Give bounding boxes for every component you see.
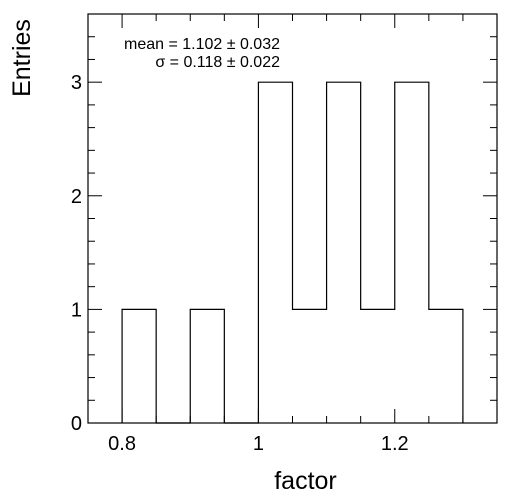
tick-labels: 0.8 1 1.2 0 1 2 3	[71, 72, 409, 455]
histogram-outline	[121, 81, 464, 424]
x-tick-label: 1	[253, 433, 264, 455]
y-tick-label: 0	[71, 413, 82, 435]
histogram-bin	[258, 82, 292, 423]
x-axis-title: factor	[274, 467, 337, 495]
y-axis-title: Entries	[8, 19, 36, 97]
x-tick-label: 1.2	[381, 433, 409, 455]
plot-frame	[87, 13, 498, 424]
histogram-bin	[429, 309, 463, 423]
x-tick-label: 0.8	[108, 433, 136, 455]
histogram-bin	[122, 309, 156, 423]
histogram-bin	[327, 82, 361, 423]
y-tick-label: 3	[71, 72, 82, 94]
mean-annotation: mean = 1.102 ± 0.032	[124, 36, 280, 53]
histogram-bin	[395, 82, 429, 423]
histogram-bin	[190, 309, 224, 423]
y-tick-label: 1	[71, 299, 82, 321]
sigma-annotation: σ = 0.118 ± 0.022	[155, 54, 280, 71]
histogram-bin	[361, 309, 395, 423]
y-tick-label: 2	[71, 186, 82, 208]
histogram-bin	[293, 309, 327, 423]
